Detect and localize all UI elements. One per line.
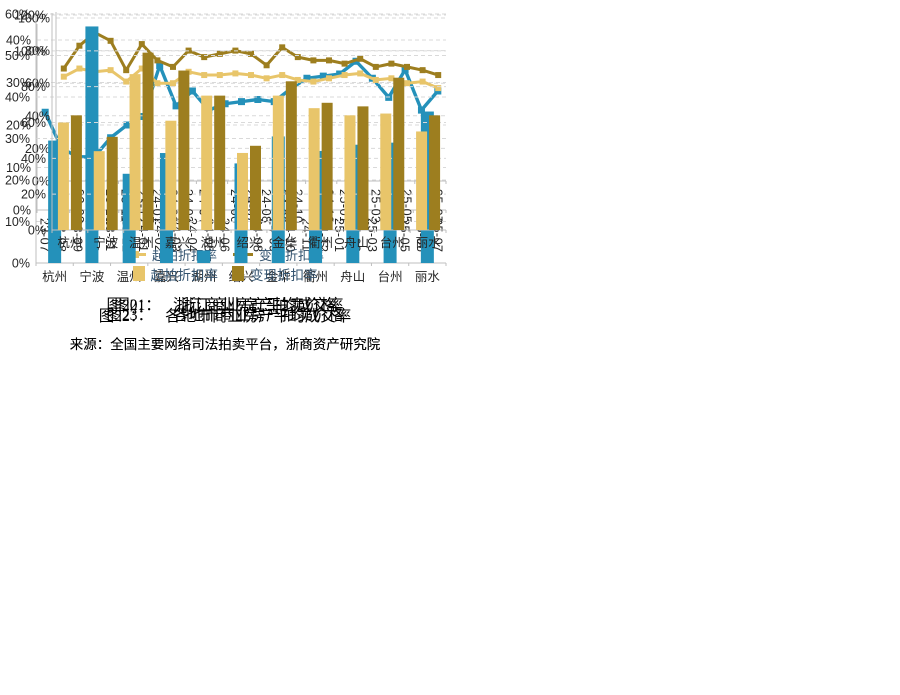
svg-text:衢州: 衢州 <box>308 236 333 250</box>
svg-text:衢州: 衢州 <box>303 270 328 284</box>
svg-text:湖州: 湖州 <box>191 269 216 284</box>
svg-text:宁波: 宁波 <box>79 269 105 284</box>
svg-text:金华: 金华 <box>266 269 291 284</box>
svg-text:10%: 10% <box>5 215 30 229</box>
svg-text:60%: 60% <box>25 77 50 91</box>
legend-label: 变现折扣率 <box>250 267 318 283</box>
swatch-icon <box>232 266 244 281</box>
fig21-caption-label: 图21： <box>114 297 161 314</box>
fig21-caption: 图21： 浙江商业房产拍卖价格 <box>114 293 336 315</box>
svg-text:10%: 10% <box>6 161 31 175</box>
svg-text:40%: 40% <box>21 152 46 166</box>
fig23-caption: 图23： 各地市商业房产拍卖价格 <box>106 303 343 325</box>
svg-text:50%: 50% <box>5 49 30 63</box>
svg-text:嘉兴: 嘉兴 <box>154 270 179 284</box>
svg-text:0%: 0% <box>13 204 31 218</box>
svg-text:40%: 40% <box>6 34 31 48</box>
svg-text:杭州: 杭州 <box>57 235 82 250</box>
svg-text:80%: 80% <box>21 80 46 94</box>
fig21-caption-title: 浙江商业房产拍卖价格 <box>180 297 336 314</box>
legend-label: 起拍折扣率 <box>150 267 219 283</box>
swatch-icon <box>132 266 145 281</box>
fig23-caption-title: 各地市商业房产拍卖价格 <box>173 307 344 324</box>
svg-text:30%: 30% <box>5 132 30 146</box>
svg-text:20%: 20% <box>5 174 30 188</box>
svg-text:金华: 金华 <box>272 235 297 250</box>
svg-text:0%: 0% <box>12 257 30 271</box>
svg-text:嘉兴: 嘉兴 <box>165 236 190 250</box>
svg-text:25-03: 25-03 <box>368 189 382 223</box>
svg-text:舟山: 舟山 <box>344 236 369 250</box>
fig20-caption: 图20： 浙江商业房产平均成交率 <box>106 293 343 315</box>
svg-text:温州: 温州 <box>129 236 154 250</box>
fig22-caption-label: 图22： <box>98 308 146 325</box>
svg-text:24-08: 24-08 <box>259 189 273 223</box>
svg-text:60%: 60% <box>21 116 46 130</box>
svg-text:20%: 20% <box>21 188 46 202</box>
svg-text:丽水: 丽水 <box>416 236 442 250</box>
fig20-caption-title: 浙江商业房产平均成交率 <box>173 297 344 314</box>
svg-text:宁波: 宁波 <box>93 235 119 250</box>
fig22-caption-title: 各地市商业房产平均成交率 <box>165 308 352 325</box>
fig23-caption-label: 图23： <box>106 307 153 324</box>
svg-text:0%: 0% <box>28 224 46 238</box>
svg-text:20%: 20% <box>6 119 31 133</box>
svg-text:丽水: 丽水 <box>415 270 441 284</box>
svg-text:台州: 台州 <box>378 269 403 284</box>
svg-text:40%: 40% <box>5 91 30 105</box>
svg-text:湖州: 湖州 <box>201 235 226 250</box>
fig21-source-note: 来源：全国主要网络司法拍卖平台，浙商资产研究院 <box>69 337 381 352</box>
svg-text:60%: 60% <box>5 8 30 22</box>
svg-text:台州: 台州 <box>380 235 405 250</box>
legend-item-realized-discount: 变现折扣率 <box>232 264 318 284</box>
fig20-caption-label: 图20： <box>106 297 153 314</box>
svg-text:100%: 100% <box>14 44 46 58</box>
svg-text:20%: 20% <box>25 142 50 156</box>
fig23-bar-chart: 0%20%40%60%80%100%120%杭州 宁波 温州 嘉兴 湖州 绍兴 金华 衢州 舟山… <box>14 9 447 250</box>
svg-text:绍兴: 绍兴 <box>236 236 261 250</box>
svg-text:杭州: 杭州 <box>42 269 67 284</box>
svg-text:120%: 120% <box>14 9 46 23</box>
svg-text:舟山: 舟山 <box>340 270 365 284</box>
svg-text:100%: 100% <box>18 12 50 26</box>
fig20-source-note: 来源：全国主要网络司法拍卖平台，浙商资产研究院 <box>69 337 381 352</box>
line-marker-icon <box>125 250 146 259</box>
svg-text:30%: 30% <box>6 76 31 90</box>
fig23-legend: 起拍折扣率 变现折扣率 <box>132 264 318 284</box>
svg-text:25-01: 25-01 <box>332 218 346 252</box>
figure-23: 0% 20% 40% 60% 80% 100% 120% 杭州 宁波 温州 嘉兴 湖州 绍兴 金华 衢州 舟山… <box>0 0 450 325</box>
svg-text:80%: 80% <box>25 44 50 58</box>
svg-text:40%: 40% <box>25 109 50 123</box>
fig22-caption: 图22： 各地市商业房产平均成交率 <box>99 304 352 326</box>
legend-item-starting-discount: 起拍折扣率 <box>132 264 219 284</box>
